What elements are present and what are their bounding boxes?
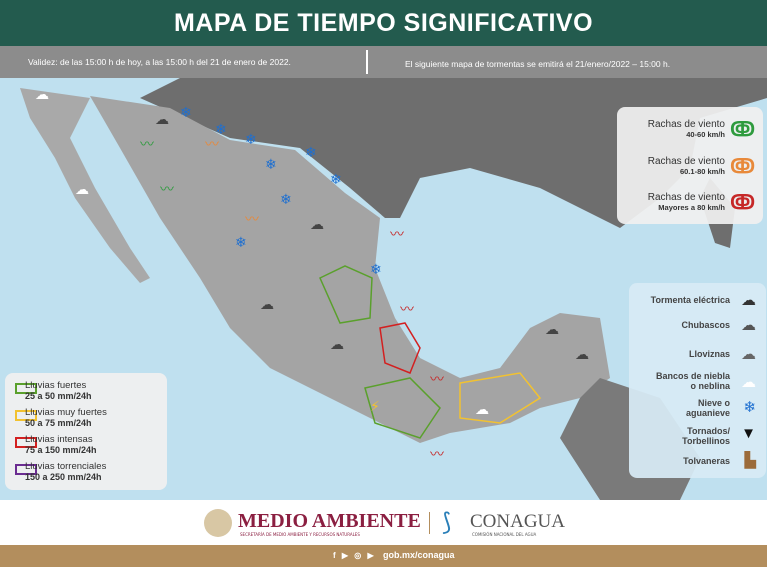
ministry-logo-text: MEDIO AMBIENTE <box>238 510 421 532</box>
government-seal-logo <box>204 509 232 537</box>
legend-label: Bancos de niebla o neblina <box>655 371 730 391</box>
legend-swatch <box>15 464 37 475</box>
legend-range: Mayores a 80 km/h <box>658 203 725 212</box>
wind-gust-icon: 〰 <box>430 447 444 463</box>
legend-label: Lluvias muy fuertes <box>25 407 107 418</box>
next-map-text: El siguiente mapa de tormentas se emitir… <box>405 59 671 69</box>
legend-swatch <box>15 410 37 421</box>
wind-gust-icon: ↂ <box>730 192 755 214</box>
snow-icon: ❄ <box>743 399 756 416</box>
thunderstorm-icon: ⚡ <box>370 399 380 415</box>
snow-icon: ❄ <box>280 192 292 208</box>
footer-bar: f ▶ ◎ ▶ gob.mx/conagua <box>0 545 767 567</box>
fog-icon: ☁ <box>475 402 489 418</box>
usa-land <box>140 78 767 228</box>
info-bar: Validez: de las 15:00 h de hoy, a las 15… <box>0 46 767 78</box>
agency-subtitle: COMISIÓN NACIONAL DEL AGUA <box>472 532 537 537</box>
snow-icon: ❄ <box>235 235 247 251</box>
snow-icon: ❄ <box>305 145 317 161</box>
map-base <box>20 78 767 500</box>
snow-icon: ❄ <box>330 172 342 188</box>
wind-gust-icon: 〰 <box>390 227 404 243</box>
legend-item: Rachas de viento 60.1-80 km/h <box>648 156 725 176</box>
divider <box>429 512 430 534</box>
legend-label: Lluvias torrenciales <box>25 461 107 472</box>
wind-gust-icon: 〰 <box>245 212 259 228</box>
validity-text: Validez: de las 15:00 h de hoy, a las 15… <box>28 57 291 67</box>
wind-gust-icon: ↂ <box>730 156 755 178</box>
legend-range: 75 a 150 mm/24h <box>25 445 97 455</box>
legend-swatch <box>15 437 37 448</box>
legend-range: 40-60 km/h <box>686 130 725 139</box>
legend-label: Tolvaneras <box>683 456 730 466</box>
fog-icon: ☁ <box>75 182 89 198</box>
snow-icon: ❄ <box>180 105 192 121</box>
divider <box>366 50 368 74</box>
showers-icon: ☁ <box>545 322 559 338</box>
wind-legend: Rachas de viento 40-60 km/h ↂ Rachas de v… <box>617 107 763 224</box>
legend-range: 60.1-80 km/h <box>679 167 725 176</box>
footer: MEDIO AMBIENTE SECRETARÍA DE MEDIO AMBIE… <box>0 500 767 545</box>
showers-icon: ☁ <box>155 112 169 128</box>
legend-label: Tornados/ Torbellinos <box>682 426 730 446</box>
dust-storm-icon: ▙ <box>744 452 756 469</box>
snow-icon: ❄ <box>370 262 382 278</box>
showers-icon: ☁ <box>575 347 589 363</box>
agency-logo-text: CONAGUA <box>470 511 565 532</box>
legend-label: Rachas de viento <box>647 119 725 130</box>
legend-range: 50 a 75 mm/24h <box>25 418 92 428</box>
fog-icon: ☁ <box>741 374 756 391</box>
mexico-mainland <box>90 96 610 443</box>
wind-gust-icon: 〰 <box>140 137 154 153</box>
legend-label: Lluvias fuertes <box>25 380 87 391</box>
legend-range: 150 a 250 mm/24h <box>25 472 102 482</box>
drizzle-icon: ☁ <box>741 346 756 363</box>
wind-gust-icon: 〰 <box>430 372 444 388</box>
legend-label: Rachas de viento <box>647 192 725 203</box>
legend-label: Nieve o aguanieve <box>685 398 730 418</box>
showers-icon: ☁ <box>310 217 324 233</box>
wind-gust-icon: ↂ <box>730 119 755 141</box>
website-link[interactable]: gob.mx/conagua <box>383 550 455 560</box>
showers-icon: ☁ <box>260 297 274 313</box>
legend-item: Rachas de viento 40-60 km/h <box>648 119 725 139</box>
phenomena-legend: Tormenta eléctrica ☁ Chubascos ☁ Lloviznas… <box>629 283 766 478</box>
snow-icon: ❄ <box>265 157 277 173</box>
snow-icon: ❄ <box>215 122 227 138</box>
rain-area-strong <box>364 377 441 439</box>
legend-swatch <box>15 383 37 394</box>
legend-label: Chubascos <box>681 320 730 330</box>
rain-area-very-strong <box>459 372 542 424</box>
legend-item: Rachas de viento Mayores a 80 km/h <box>648 192 725 212</box>
legend-label: Lluvias intensas <box>25 434 93 445</box>
social-icons[interactable]: f ▶ ◎ ▶ <box>333 551 376 560</box>
ministry-subtitle: SECRETARÍA DE MEDIO AMBIENTE Y RECURSOS … <box>240 532 360 537</box>
page-title: MAPA DE TIEMPO SIGNIFICATIVO <box>0 0 767 46</box>
legend-label: Rachas de viento <box>647 156 725 167</box>
snow-icon: ❄ <box>245 132 257 148</box>
showers-icon: ☁ <box>741 317 756 334</box>
wind-gust-icon: 〰 <box>205 137 219 153</box>
rain-legend: Lluvias fuertes 25 a 50 mm/24h Lluvias mu… <box>5 373 167 490</box>
fog-icon: ☁ <box>35 87 49 103</box>
rain-area-intense <box>379 322 421 374</box>
wind-gust-icon: 〰 <box>160 182 174 198</box>
baja-california <box>20 88 150 283</box>
legend-label: Lloviznas <box>688 349 730 359</box>
conagua-logo-icon: ⟆ <box>442 508 452 536</box>
legend-range: 25 a 50 mm/24h <box>25 391 92 401</box>
wind-gust-icon: 〰 <box>400 302 414 318</box>
tornado-icon: ▼ <box>741 425 756 442</box>
rain-area-strong <box>319 265 373 324</box>
thunderstorm-icon: ☁ <box>741 292 756 309</box>
legend-label: Tormenta eléctrica <box>650 295 730 305</box>
showers-icon: ☁ <box>330 337 344 353</box>
